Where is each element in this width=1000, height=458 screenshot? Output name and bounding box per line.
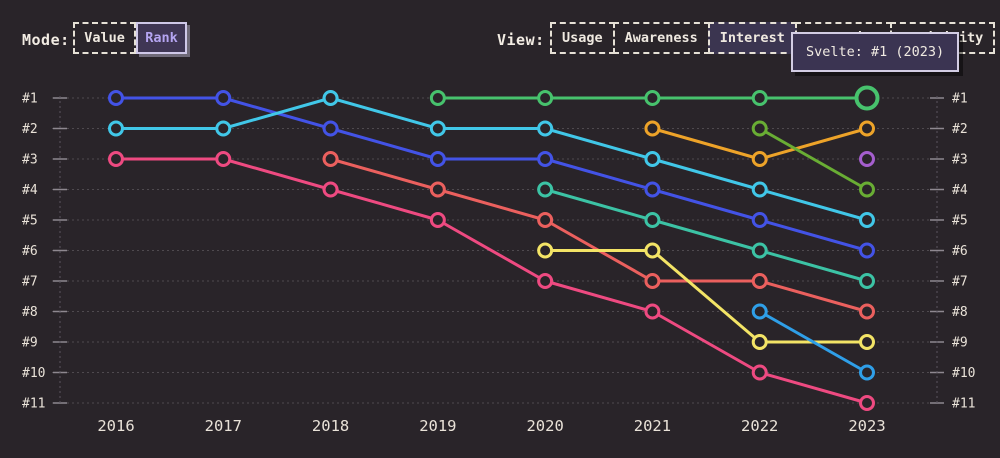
y-axis-label-left: #5 [22, 214, 38, 229]
marker-Svelte-2021[interactable] [644, 90, 661, 106]
series-line-pink [114, 157, 869, 405]
marker-pink-2018[interactable] [322, 181, 339, 198]
marker-sky-2022[interactable] [751, 303, 768, 320]
y-axis-label-right: #5 [952, 214, 968, 229]
marker-orange-2022[interactable] [751, 151, 768, 167]
marker-olive-2022[interactable] [751, 120, 768, 137]
series-line-salmon [329, 157, 869, 313]
marker-cyan-2021[interactable] [644, 151, 661, 167]
x-axis-label: 2020 [526, 417, 563, 435]
marker-orange-2021[interactable] [644, 120, 661, 137]
marker-pink-2022[interactable] [751, 364, 768, 381]
y-axis-label-left: #8 [22, 305, 38, 320]
marker-salmon-2021[interactable] [644, 273, 661, 289]
marker-salmon-2022[interactable] [751, 273, 768, 289]
marker-salmon-2023[interactable] [859, 303, 875, 320]
y-axis-label-left: #9 [22, 336, 38, 351]
marker-pink-2021[interactable] [644, 303, 661, 320]
mode-label: Mode: [22, 31, 70, 49]
tooltip: Svelte: #1 (2023) [791, 32, 960, 72]
marker-salmon-2018[interactable] [322, 151, 339, 167]
marker-Svelte-2020[interactable] [537, 90, 554, 106]
marker-blue-2023[interactable] [859, 242, 875, 259]
marker-Svelte-2023[interactable] [854, 85, 880, 111]
y-axis-label-right: #9 [952, 336, 968, 351]
y-axis-label-left: #1 [22, 92, 38, 107]
x-axis-label: 2017 [205, 417, 242, 435]
marker-pink-2023[interactable] [859, 395, 875, 411]
marker-pink-2017[interactable] [215, 151, 232, 167]
marker-salmon-2020[interactable] [537, 212, 554, 228]
marker-Svelte-2022[interactable] [751, 90, 768, 106]
series-line-blue [114, 96, 869, 252]
x-axis-label: 2023 [848, 417, 885, 435]
y-axis-label-right: #6 [952, 244, 968, 259]
marker-cyan-2020[interactable] [537, 120, 554, 137]
y-axis-label-left: #2 [22, 122, 38, 137]
x-axis-label: 2018 [312, 417, 349, 435]
y-axis-label-right: #1 [952, 92, 968, 107]
y-axis-label-left: #3 [22, 153, 38, 168]
marker-blue-2021[interactable] [644, 181, 661, 198]
marker-teal-2022[interactable] [751, 242, 768, 259]
marker-cyan-2018[interactable] [322, 90, 339, 106]
series-line-olive [758, 127, 869, 191]
marker-olive-2023[interactable] [859, 181, 875, 198]
marker-cyan-2023[interactable] [859, 212, 875, 228]
y-axis-label-left: #10 [22, 366, 45, 381]
marker-cyan-2022[interactable] [751, 181, 768, 198]
marker-yellow-2023[interactable] [859, 334, 875, 350]
y-axis-label-left: #4 [22, 183, 38, 198]
y-axis-label-left: #6 [22, 244, 38, 259]
y-axis-label-right: #10 [952, 366, 975, 381]
mode-rank-button[interactable]: Rank [136, 22, 187, 54]
marker-orange-2023[interactable] [859, 120, 875, 137]
marker-blue-2018[interactable] [322, 120, 339, 137]
x-axis-label: 2016 [97, 417, 134, 435]
marker-blue-2022[interactable] [751, 212, 768, 228]
tab-awareness[interactable]: Awareness [612, 22, 710, 54]
y-axis-label-left: #7 [22, 275, 38, 290]
marker-pink-2016[interactable] [108, 151, 124, 167]
series-line-teal [543, 188, 869, 283]
tab-usage[interactable]: Usage [550, 22, 615, 54]
y-axis-label-right: #8 [952, 305, 968, 320]
marker-teal-2021[interactable] [644, 212, 661, 228]
marker-cyan-2017[interactable] [215, 120, 232, 137]
marker-pink-2019[interactable] [429, 212, 446, 228]
marker-Svelte-2019[interactable] [429, 90, 446, 106]
marker-purple-2023[interactable] [859, 151, 875, 167]
marker-yellow-2021[interactable] [644, 242, 661, 259]
marker-pink-2020[interactable] [537, 273, 554, 289]
tab-interest[interactable]: Interest [707, 22, 797, 54]
view-label: View: [497, 31, 545, 49]
series-line-cyan [114, 96, 869, 222]
y-axis-label-right: #4 [952, 183, 968, 198]
marker-sky-2023[interactable] [859, 364, 875, 381]
series-line-sky [758, 310, 869, 374]
marker-blue-2019[interactable] [429, 151, 446, 167]
marker-blue-2017[interactable] [215, 90, 232, 106]
marker-teal-2020[interactable] [537, 181, 554, 198]
marker-blue-2016[interactable] [108, 90, 124, 106]
marker-salmon-2019[interactable] [429, 181, 446, 198]
x-axis-label: 2022 [741, 417, 778, 435]
y-axis-label-right: #3 [952, 153, 968, 168]
marker-yellow-2020[interactable] [537, 242, 554, 259]
y-axis-label-right: #2 [952, 122, 968, 137]
x-axis-label: 2019 [419, 417, 456, 435]
marker-cyan-2019[interactable] [429, 120, 446, 137]
y-axis-label-left: #11 [22, 397, 45, 412]
y-axis-label-right: #11 [952, 397, 975, 412]
marker-cyan-2016[interactable] [108, 120, 124, 137]
marker-yellow-2022[interactable] [751, 334, 768, 350]
marker-teal-2023[interactable] [859, 273, 875, 289]
marker-blue-2020[interactable] [537, 151, 554, 167]
y-axis-label-right: #7 [952, 275, 968, 290]
mode-value-button[interactable]: Value [73, 22, 136, 54]
x-axis-label: 2021 [634, 417, 671, 435]
